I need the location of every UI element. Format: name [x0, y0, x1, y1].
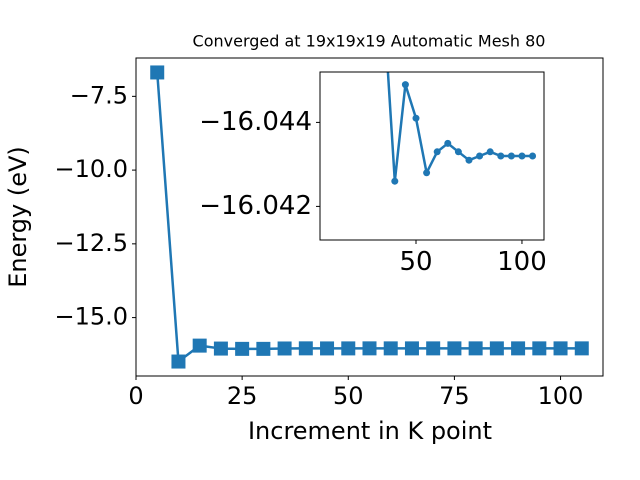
marker: [362, 341, 377, 356]
marker: [235, 341, 250, 356]
x-tick-label: 100: [538, 382, 584, 410]
marker: [511, 341, 526, 356]
marker: [465, 156, 473, 164]
marker: [433, 148, 441, 156]
axes-frame: [319, 71, 545, 241]
y-tick-label: −12.5: [54, 229, 128, 257]
marker: [497, 152, 505, 160]
marker: [507, 152, 515, 160]
marker: [256, 341, 271, 356]
marker: [341, 341, 356, 356]
y-axis-label: Energy (eV): [4, 146, 32, 288]
y-tick-label: −10.0: [54, 155, 128, 183]
marker: [476, 152, 484, 160]
axes-frame: [135, 57, 604, 377]
y-tick-label: −16.044: [199, 107, 312, 137]
x-tick-label: 75: [439, 382, 470, 410]
marker: [444, 139, 452, 147]
marker: [277, 341, 292, 356]
x-axis-label: Increment in K point: [248, 417, 492, 445]
marker: [518, 152, 526, 160]
marker: [574, 341, 589, 356]
y-tick-label: −7.5: [70, 81, 128, 109]
y-tick-label: −16.042: [199, 191, 312, 221]
marker: [486, 148, 494, 156]
x-tick-label: 25: [227, 382, 258, 410]
x-tick-label: 0: [128, 382, 143, 410]
marker: [320, 341, 335, 356]
x-tick-label: 100: [497, 247, 547, 277]
marker: [150, 65, 165, 80]
marker: [412, 114, 420, 122]
x-tick-label: 50: [333, 382, 364, 410]
marker: [404, 341, 419, 356]
marker: [489, 341, 504, 356]
marker: [298, 341, 313, 356]
chart-title: Converged at 19x19x19 Automatic Mesh 80: [193, 32, 546, 51]
marker: [401, 81, 409, 89]
marker: [532, 341, 547, 356]
plot-content: [150, 65, 589, 369]
marker: [192, 338, 207, 353]
y-tick-label: −15.0: [54, 303, 128, 331]
marker: [447, 341, 462, 356]
x-tick-label: 50: [399, 247, 432, 277]
marker: [171, 354, 186, 369]
marker: [454, 148, 462, 156]
marker: [391, 177, 399, 185]
marker: [553, 341, 568, 356]
marker: [468, 341, 483, 356]
marker: [213, 341, 228, 356]
marker: [529, 152, 537, 160]
plot-content: [386, 72, 537, 185]
marker: [423, 169, 431, 177]
marker: [383, 341, 398, 356]
marker: [426, 341, 441, 356]
